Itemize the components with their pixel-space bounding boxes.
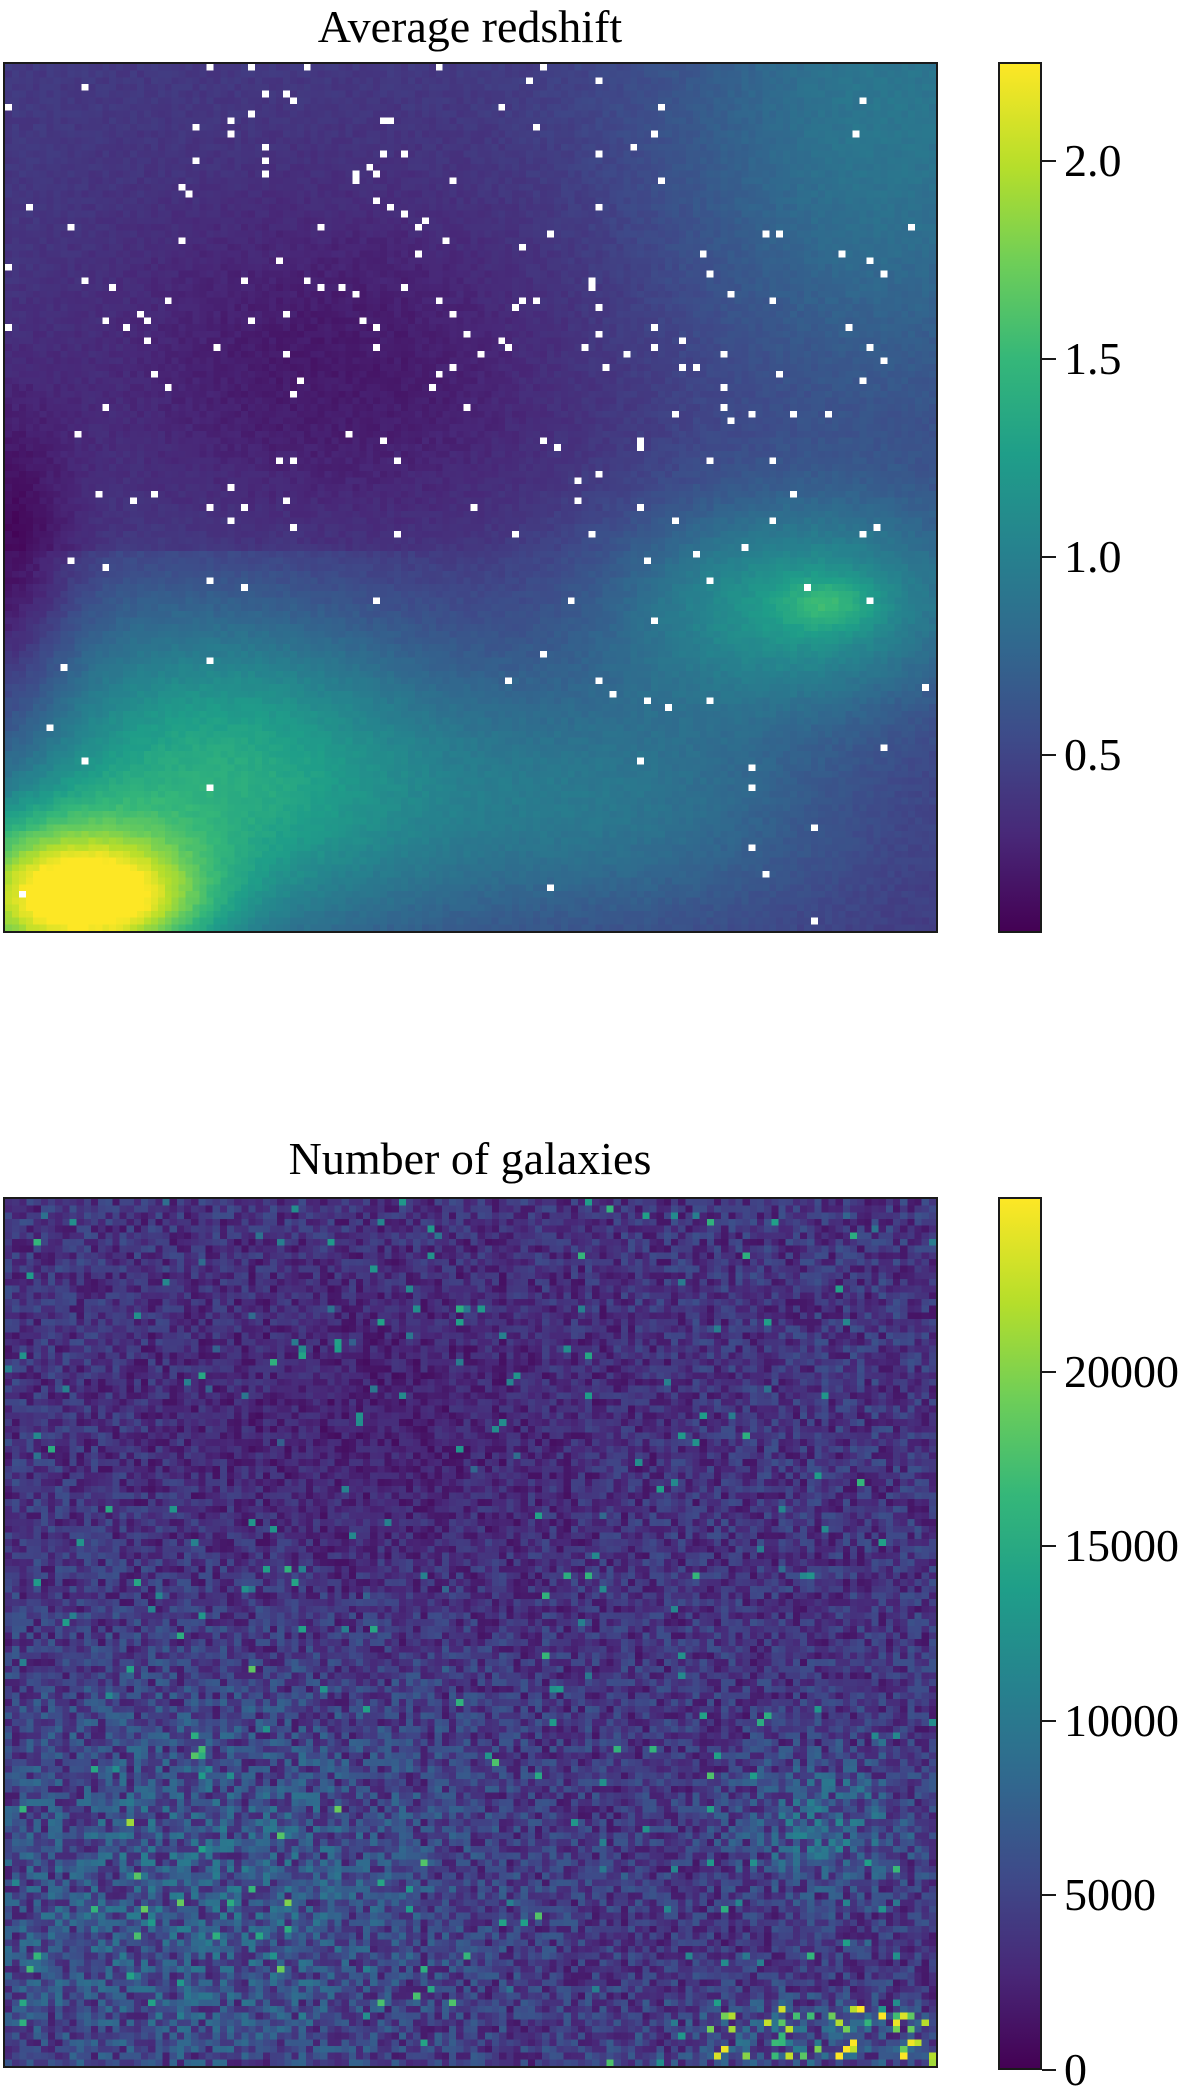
colorbar-tick-mark [1042, 1545, 1056, 1548]
colorbar-tick-label: 15000 [1064, 1520, 1179, 1572]
galaxy-count-chart-title: Number of galaxies [288, 1133, 652, 1184]
redshift-panel: Average redshift 0.5 1.0 1.5 2.0 [0, 0, 1200, 960]
galaxy-count-heatmap [5, 1199, 936, 2066]
galaxy-count-colorbar [998, 1197, 1042, 2070]
redshift-chart-title: Average redshift [317, 1, 623, 52]
colorbar-tick-label: 2.0 [1064, 134, 1122, 186]
colorbar-tick-mark [1042, 1894, 1056, 1897]
colorbar-tick-label: 0 [1064, 2044, 1087, 2095]
colorbar-tick-label: 1.5 [1064, 332, 1122, 384]
colorbar-tick-mark [1042, 2069, 1056, 2071]
redshift-heatmap [5, 64, 936, 931]
colorbar-tick-label: 1.0 [1064, 530, 1122, 582]
redshift-colorbar [998, 62, 1042, 933]
galaxy-count-heatmap-frame [3, 1197, 938, 2068]
colorbar-tick-mark [1042, 1370, 1056, 1373]
colorbar-tick-mark [1042, 1719, 1056, 1722]
colorbar-tick-label: 0.5 [1064, 728, 1122, 780]
colorbar-tick-label: 10000 [1064, 1694, 1179, 1746]
colorbar-tick-label: 5000 [1064, 1869, 1156, 1921]
colorbar-tick-mark [1042, 753, 1056, 756]
colorbar-tick-mark [1042, 555, 1056, 558]
galaxy-count-panel: Number of galaxies 0 5000 10000 15000 20000 [0, 1130, 1200, 2095]
colorbar-tick-label: 20000 [1064, 1345, 1179, 1397]
colorbar-tick-mark [1042, 357, 1056, 360]
redshift-heatmap-frame [3, 62, 938, 933]
colorbar-tick-mark [1042, 159, 1056, 162]
